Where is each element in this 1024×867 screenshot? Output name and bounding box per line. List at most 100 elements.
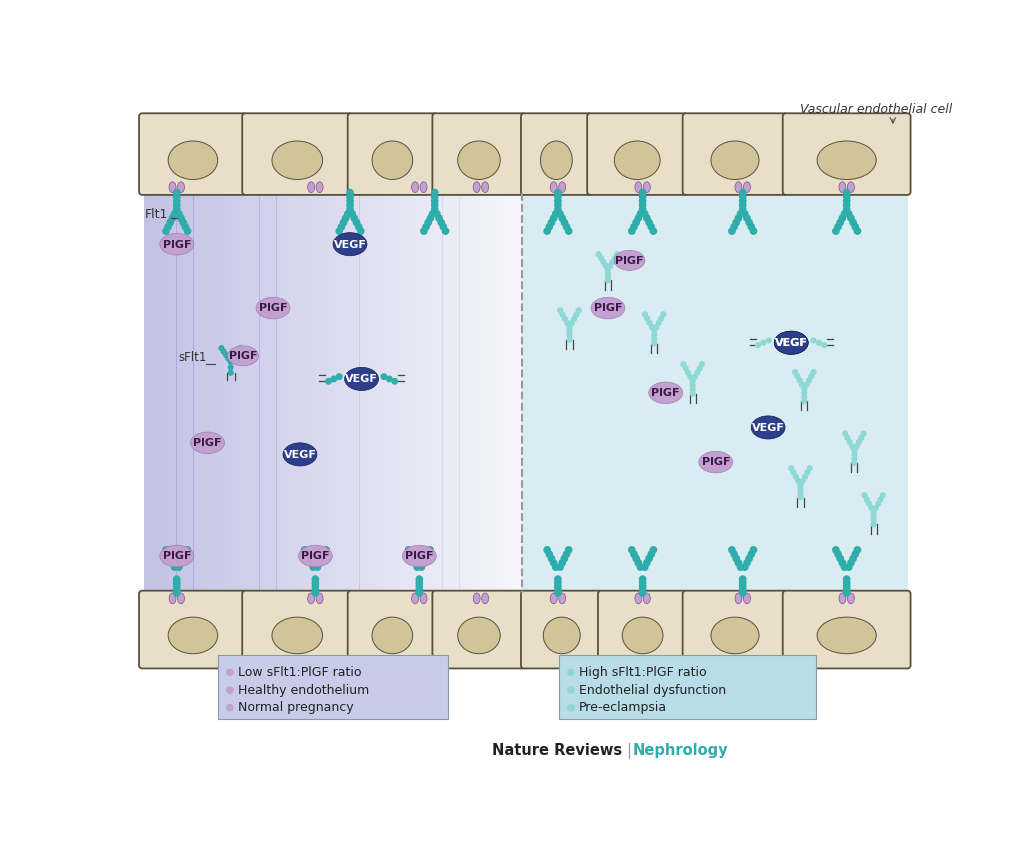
Circle shape [313, 564, 322, 571]
FancyBboxPatch shape [521, 590, 602, 668]
Circle shape [234, 349, 241, 355]
Circle shape [225, 355, 231, 362]
Bar [216, 192, 218, 593]
Circle shape [692, 374, 698, 380]
Circle shape [554, 193, 562, 200]
Circle shape [868, 505, 874, 511]
Bar [324, 192, 326, 593]
Circle shape [554, 201, 562, 209]
Bar [369, 192, 371, 593]
Ellipse shape [227, 346, 258, 366]
Ellipse shape [711, 141, 759, 179]
Circle shape [336, 373, 343, 380]
Circle shape [552, 210, 559, 218]
Bar [480, 192, 482, 593]
Ellipse shape [752, 416, 785, 439]
Circle shape [554, 579, 562, 586]
Circle shape [307, 559, 315, 567]
Circle shape [177, 559, 185, 567]
Circle shape [739, 583, 746, 590]
Circle shape [728, 546, 736, 554]
Bar [501, 192, 503, 593]
Circle shape [562, 316, 568, 322]
Circle shape [651, 336, 657, 342]
Circle shape [843, 193, 851, 200]
Bar [263, 192, 265, 593]
Circle shape [736, 210, 744, 218]
Bar [465, 192, 467, 593]
Circle shape [548, 218, 555, 226]
Circle shape [303, 551, 310, 558]
Circle shape [741, 564, 749, 571]
Circle shape [872, 505, 879, 511]
Circle shape [179, 555, 187, 563]
Circle shape [416, 576, 423, 583]
Text: PlGF: PlGF [228, 351, 257, 362]
Bar [310, 192, 312, 593]
Ellipse shape [848, 182, 854, 192]
Ellipse shape [412, 182, 419, 192]
Bar [152, 192, 154, 593]
Bar [382, 192, 384, 593]
Circle shape [750, 227, 758, 235]
Circle shape [793, 473, 799, 479]
Ellipse shape [272, 141, 323, 179]
Bar [292, 192, 294, 593]
Circle shape [426, 546, 434, 554]
Circle shape [728, 227, 736, 235]
FancyBboxPatch shape [348, 114, 437, 195]
Circle shape [566, 329, 572, 335]
Circle shape [429, 210, 436, 218]
Circle shape [441, 227, 450, 235]
Circle shape [843, 586, 851, 593]
Bar [220, 192, 222, 593]
Circle shape [739, 576, 746, 583]
Bar [380, 192, 382, 593]
Circle shape [175, 210, 182, 218]
Bar [182, 192, 184, 593]
Circle shape [739, 197, 746, 205]
Bar [286, 192, 288, 593]
Bar [156, 192, 158, 593]
Circle shape [698, 362, 705, 368]
Circle shape [346, 197, 354, 205]
FancyBboxPatch shape [432, 114, 525, 195]
Circle shape [647, 551, 655, 558]
Bar [279, 192, 281, 593]
Bar [460, 192, 462, 593]
Circle shape [321, 551, 328, 558]
Circle shape [755, 342, 761, 349]
Bar [252, 192, 254, 593]
Bar [366, 192, 367, 593]
Circle shape [732, 555, 740, 563]
Circle shape [870, 513, 877, 519]
Bar [281, 192, 283, 593]
Circle shape [173, 189, 180, 197]
Ellipse shape [711, 617, 759, 654]
Ellipse shape [412, 593, 419, 603]
Circle shape [315, 559, 324, 567]
Bar [284, 192, 286, 593]
Circle shape [743, 214, 751, 222]
Circle shape [435, 214, 442, 222]
Circle shape [226, 686, 233, 694]
FancyBboxPatch shape [217, 655, 447, 719]
Bar [390, 192, 391, 593]
Circle shape [554, 205, 562, 213]
Circle shape [847, 559, 855, 567]
Bar [301, 192, 303, 593]
Circle shape [439, 223, 447, 231]
Circle shape [801, 394, 807, 401]
Circle shape [833, 227, 840, 235]
Bar [209, 192, 211, 593]
Bar [203, 192, 205, 593]
Circle shape [602, 263, 608, 269]
Circle shape [795, 373, 801, 380]
Ellipse shape [402, 545, 436, 567]
Circle shape [694, 369, 700, 376]
Bar [462, 192, 463, 593]
Circle shape [605, 274, 611, 280]
Bar [348, 192, 350, 593]
Circle shape [851, 452, 857, 458]
Circle shape [628, 227, 636, 235]
